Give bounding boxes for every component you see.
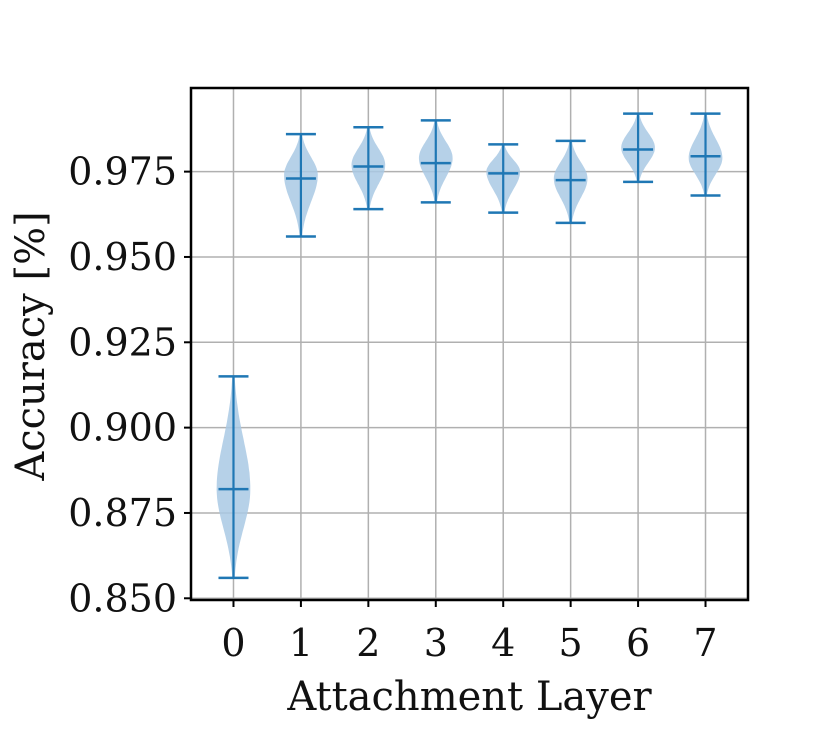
x-tick-label-2: 2 — [356, 621, 380, 665]
y-tick-label-2: 0.900 — [68, 406, 177, 450]
x-axis-label: Attachment Layer — [286, 674, 652, 720]
plot-frame — [189, 86, 750, 602]
x-tick-label-3: 3 — [424, 621, 448, 665]
x-tick-label-5: 5 — [559, 621, 583, 665]
x-tick-label-7: 7 — [693, 621, 717, 665]
violin-bodies — [216, 113, 723, 578]
y-axis-label: Accuracy [%] — [8, 211, 54, 481]
y-tick-label-3: 0.925 — [68, 320, 177, 364]
whisker-marks — [218, 112, 721, 580]
x-tick-label-6: 6 — [626, 621, 650, 665]
y-axis-ticks: 0.850 0.875 0.900 0.925 0.950 0.975 — [68, 150, 191, 620]
y-tick-label-1: 0.875 — [68, 491, 177, 535]
y-tick-label-0: 0.850 — [68, 576, 177, 620]
x-tick-label-4: 4 — [491, 621, 515, 665]
y-tick-label-4: 0.950 — [68, 235, 177, 279]
x-tick-label-1: 1 — [289, 621, 313, 665]
y-tick-label-5: 0.975 — [68, 150, 177, 194]
x-tick-label-0: 0 — [221, 621, 245, 665]
grid-lines — [191, 88, 748, 600]
